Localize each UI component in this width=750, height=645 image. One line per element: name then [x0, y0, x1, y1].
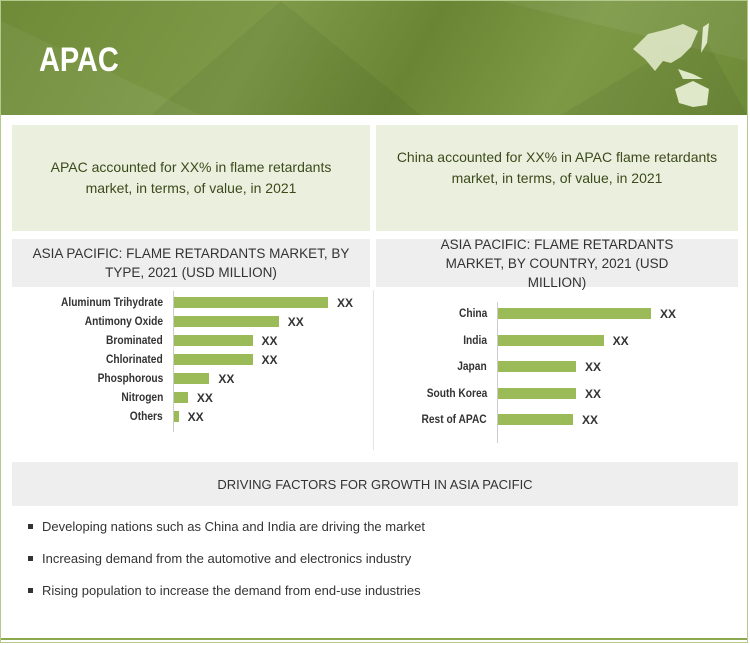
- value-label: XX: [218, 372, 235, 386]
- value-label: XX: [581, 413, 598, 427]
- driver-text: Rising population to increase the demand…: [42, 583, 421, 598]
- value-label: XX: [612, 333, 629, 348]
- type-chart-title: ASIA PACIFIC: FLAME RETARDANTS MARKET, B…: [12, 239, 370, 287]
- bar: [174, 411, 179, 422]
- value-label: XX: [261, 353, 278, 367]
- category-label: Chlorinated: [106, 352, 163, 366]
- y-axis: [173, 291, 174, 432]
- bar: [174, 373, 210, 384]
- country-bar-chart: China XX India XX Japan XX South Korea XX Rest o…: [376, 290, 738, 450]
- value-label: XX: [585, 386, 602, 401]
- bullet-icon: [28, 556, 33, 561]
- category-label: Brominated: [106, 333, 163, 347]
- bar: [174, 335, 253, 346]
- country-chart-title: ASIA PACIFIC: FLAME RETARDANTS MARKET, B…: [376, 237, 738, 290]
- value-label: XX: [287, 315, 304, 329]
- value-label: XX: [187, 410, 204, 424]
- category-label: Phosphorous: [97, 371, 163, 385]
- value-label: XX: [660, 307, 677, 321]
- bar: [498, 414, 573, 425]
- header-banner: APAC: [1, 1, 747, 115]
- asia-pacific-map-icon: [633, 23, 709, 107]
- bar: [174, 316, 279, 327]
- driver-item: Rising population to increase the demand…: [28, 583, 421, 598]
- category-label: Nitrogen: [121, 390, 163, 404]
- category-label: Others: [130, 409, 163, 423]
- driver-item: Increasing demand from the automotive an…: [28, 551, 411, 566]
- driver-text: Developing nations such as China and Ind…: [42, 519, 426, 534]
- bar: [174, 297, 328, 308]
- category-label: Rest of APAC: [421, 412, 487, 426]
- value-label: XX: [261, 334, 278, 348]
- category-label: India: [463, 332, 487, 347]
- bullet-icon: [28, 524, 33, 529]
- apac-share-box: APAC accounted for XX% in flame retardan…: [12, 125, 370, 231]
- page-title: APAC: [39, 41, 119, 79]
- value-label: XX: [337, 296, 354, 310]
- category-label: Aluminum Trihydrate: [60, 295, 163, 309]
- divider: [373, 290, 374, 450]
- category-label: Antimony Oxide: [84, 314, 163, 328]
- bar: [498, 334, 604, 346]
- driver-item: Developing nations such as China and Ind…: [28, 519, 425, 534]
- value-label: XX: [585, 360, 602, 374]
- driving-factors-title: DRIVING FACTORS FOR GROWTH IN ASIA PACIF…: [12, 462, 738, 506]
- bar: [498, 361, 577, 372]
- value-label: XX: [196, 391, 213, 405]
- bar: [174, 354, 253, 365]
- bar: [498, 387, 577, 399]
- bottom-rule: [1, 638, 747, 640]
- category-label: China: [458, 306, 487, 320]
- bar: [498, 308, 651, 319]
- category-label: South Korea: [426, 385, 487, 400]
- bar: [174, 392, 188, 403]
- type-bar-chart: Aluminum Trihydrate XX Antimony Oxide XX Bro…: [0, 290, 370, 450]
- category-label: Japan: [457, 359, 487, 373]
- driver-text: Increasing demand from the automotive an…: [42, 551, 412, 566]
- y-axis: [497, 302, 498, 443]
- bullet-icon: [28, 588, 33, 593]
- china-share-box: China accounted for XX% in APAC flame re…: [376, 125, 738, 231]
